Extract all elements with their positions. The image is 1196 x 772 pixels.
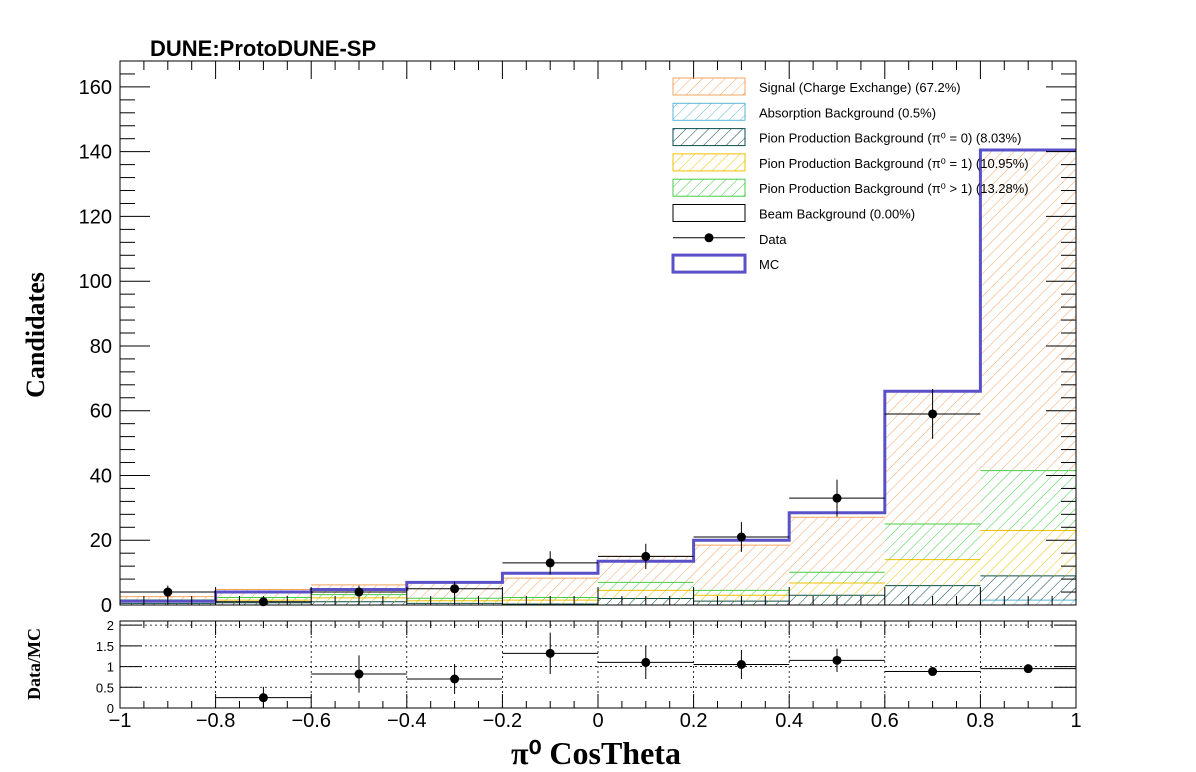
data-point-7 [789,479,885,517]
stack-bar-pion1-7 [789,582,885,596]
ratio-y-tick-label: 0 [107,701,114,716]
legend-label: Absorption Background (0.5%) [759,105,936,120]
stack-layer [120,149,1076,605]
x-tick-labels: −1 −0.8 −0.6 −0.4 −0.2 0 0.2 0.4 0.6 0.8 1 [109,710,1082,732]
chart-header: DUNE:ProtoDUNE-SP [150,36,376,61]
ratio-point-5 [693,650,790,679]
legend-item-beam: Beam Background (0.00%) [672,204,915,222]
ratio-point-0 [215,686,312,709]
legend-label: Pion Production Background (π⁰ > 1) (13.… [759,181,1029,196]
stack-bar-pionmulti-5 [598,582,694,591]
legend-label: MC [759,257,779,272]
x-tick-label: 0.8 [966,710,994,732]
ratio-point-7 [884,667,981,677]
x-tick-label: 0.6 [871,710,899,732]
y-tick-label: 140 [79,142,112,164]
y-tick-label: 160 [79,77,112,99]
y-axis-label: Candidates [21,272,50,398]
ratio-y-tick-label: 1.5 [96,639,114,654]
data-point-5 [598,543,694,570]
x-axis-label: π⁰ CosTheta [511,735,681,771]
legend-item-pion0: Pion Production Background (π⁰ = 0) (8.0… [672,128,1021,147]
y-tick-label: 80 [90,336,112,358]
main-plot: 0 20 40 60 80 100 120 140 160 Candidates Signal … [21,60,1077,617]
x-tick-label: −0.4 [387,710,426,732]
legend-label: Beam Background (0.00%) [759,207,915,222]
ratio-point-8 [980,664,1076,674]
stack-bar-pionmulti-8 [884,524,981,560]
x-tick-label: −0.8 [196,710,235,732]
legend-item-mc: MC [671,253,779,274]
ratio-plot: 0 0.5 1 1.5 2 Data/MC [24,618,1077,716]
ratio-point-3 [502,632,598,675]
stack-bar-pionmulti-7 [789,572,885,583]
stack-bar-pion1-5 [598,590,694,599]
ratio-point-4 [598,645,694,679]
stack-bar-pionmulti-9 [980,470,1076,531]
stack-bar-signal-4 [502,578,598,598]
ratio-axes: 0 0.5 1 1.5 2 [96,618,1077,716]
x-tick-label: 1 [1070,710,1081,732]
legend-item-pion1: Pion Production Background (π⁰ = 1) (10.… [672,153,1029,172]
data-point-6 [693,522,790,552]
y-tick-label: 100 [79,271,112,293]
stack-bar-signal-9 [980,150,1076,471]
stack-bar-pion1-8 [884,559,981,586]
legend-label: Pion Production Background (π⁰ = 0) (8.0… [759,131,1021,146]
data-point-3 [406,581,503,596]
legend: Signal (Charge Exchange) (67.2%) Absorpti… [671,77,1029,274]
legend-item-absorption: Absorption Background (0.5%) [672,102,936,121]
y-tick-label: 120 [79,206,112,228]
ratio-point-6 [789,648,885,672]
x-tick-label: −0.2 [483,710,522,732]
x-tick-label: 0.4 [775,710,803,732]
stack-bar-signal-7 [789,517,885,573]
x-tick-label: 0 [592,710,603,732]
legend-item-pionmulti: Pion Production Background (π⁰ > 1) (13.… [672,178,1029,197]
y-tick-label: 0 [101,595,112,617]
stack-bar-pionmulti-6 [693,590,790,596]
data-point-4 [502,551,598,575]
ratio-point-1 [311,655,407,693]
ratio-y-tick-label: 0.5 [96,680,114,695]
main-axes: 0 20 40 60 80 100 120 140 160 [79,61,1077,617]
legend-label: Pion Production Background (π⁰ = 1) (10.… [759,156,1029,171]
legend-item-data: Data [673,232,787,247]
data-point-8 [884,389,981,439]
ratio-points [215,632,1076,709]
ratio-y-axis-label: Data/MC [24,628,44,700]
legend-label: Signal (Charge Exchange) (67.2%) [759,80,961,95]
legend-label: Data [759,232,787,247]
stack-bar-signal-6 [693,545,790,591]
y-tick-label: 20 [90,530,112,552]
x-tick-label: 0.2 [680,710,708,732]
ratio-point-2 [406,664,503,694]
legend-item-signal: Signal (Charge Exchange) (67.2%) [672,77,961,96]
y-tick-label: 40 [90,465,112,487]
ratio-grid [120,621,1076,708]
ratio-y-tick-label: 1 [107,660,114,675]
x-tick-label: −0.6 [291,710,330,732]
y-tick-label: 60 [90,401,112,423]
stack-bar-pion1-9 [980,530,1076,576]
x-tick-label: −1 [109,710,132,732]
ratio-y-tick-label: 2 [107,618,114,633]
